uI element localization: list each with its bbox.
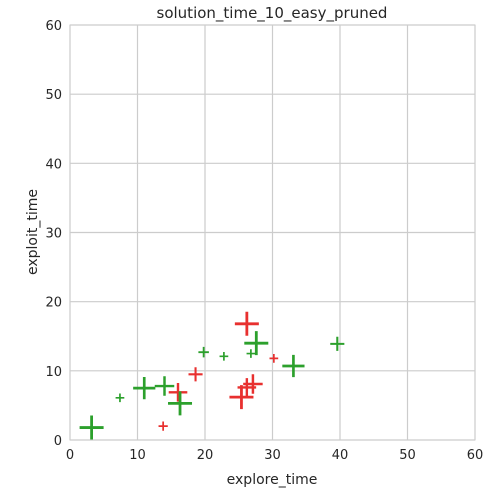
- plot-frame: [69, 24, 476, 441]
- x-tick-label: 60: [467, 448, 484, 463]
- y-tick-label: 60: [45, 19, 62, 34]
- data-point: [168, 391, 193, 416]
- data-point: [188, 367, 203, 382]
- y-tick-label: 30: [45, 227, 62, 242]
- x-axis-label: explore_time: [227, 472, 318, 488]
- data-point: [246, 349, 256, 358]
- data-point: [79, 415, 104, 440]
- series-1: [79, 331, 345, 440]
- data-point: [133, 377, 156, 400]
- data-point: [115, 393, 125, 403]
- data-point: [219, 351, 229, 361]
- y-tick-label: 40: [45, 157, 62, 172]
- data-point: [154, 376, 175, 396]
- data-point: [198, 346, 209, 358]
- x-tick-label: 20: [197, 448, 214, 463]
- y-tick-labels: 0 10 20 30 40 50 60: [45, 19, 62, 449]
- data-point: [234, 311, 259, 336]
- x-tick-label: 0: [66, 448, 74, 463]
- y-tick-label: 10: [45, 365, 62, 380]
- series-0: [158, 311, 279, 431]
- data-point: [158, 421, 168, 431]
- data-point: [229, 385, 254, 410]
- x-tick-label: 30: [264, 448, 281, 463]
- y-tick-label: 20: [45, 296, 62, 311]
- data-point: [330, 336, 345, 351]
- x-tick-label: 10: [129, 448, 146, 463]
- y-axis-label: exploit_time: [25, 189, 41, 275]
- x-tick-label: 50: [399, 448, 416, 463]
- data-point: [282, 354, 305, 378]
- y-tick-label: 50: [45, 88, 62, 103]
- data-point: [269, 354, 279, 363]
- data-point: [243, 374, 263, 394]
- y-tick-label: 0: [54, 434, 62, 449]
- chart-title: solution_time_10_easy_pruned: [157, 4, 388, 23]
- data-point: [168, 382, 188, 402]
- data-point: [244, 331, 269, 356]
- x-tick-label: 40: [332, 448, 349, 463]
- data-points: [79, 311, 345, 440]
- x-tick-labels: 0 10 20 30 40 50 60: [66, 448, 483, 463]
